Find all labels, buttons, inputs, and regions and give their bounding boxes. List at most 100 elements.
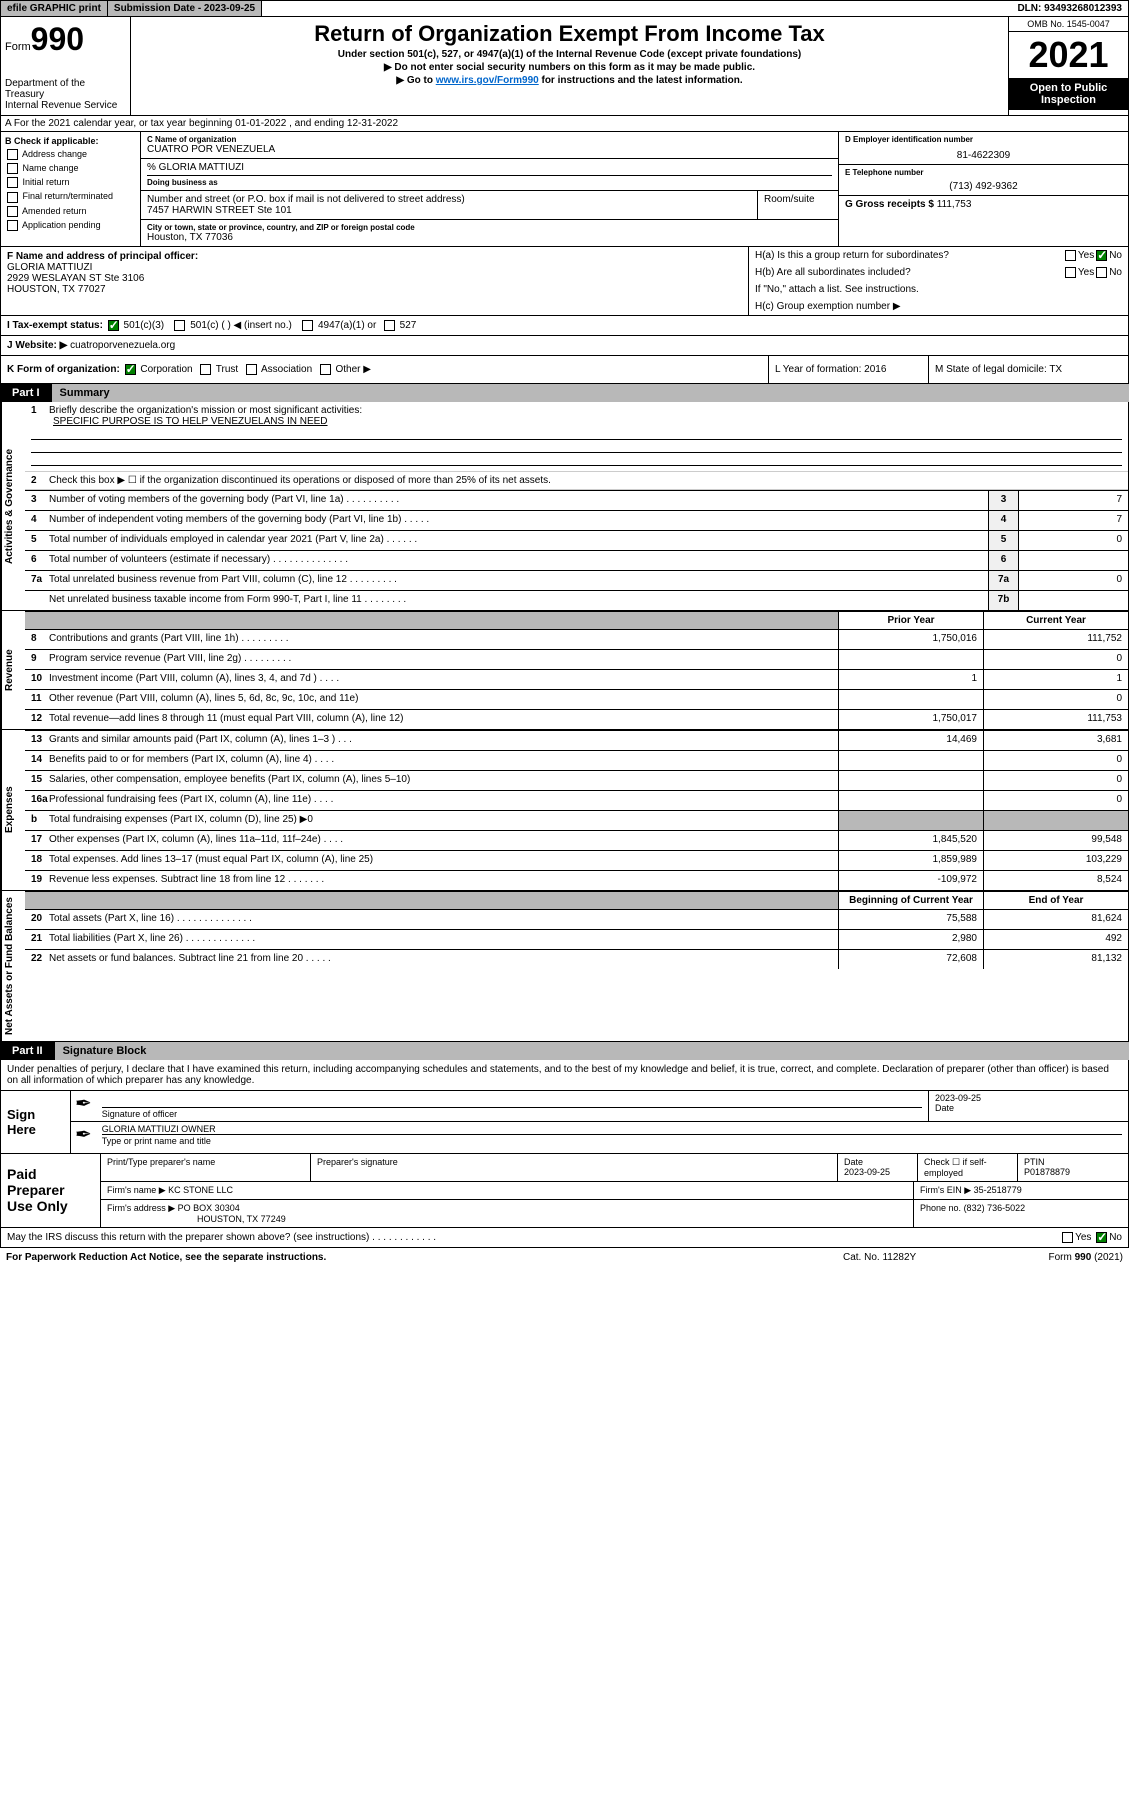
form-subtitle: Under section 501(c), 527, or 4947(a)(1)… xyxy=(139,49,1000,60)
ein-value: 81-4622309 xyxy=(845,150,1122,161)
revenue-label: Revenue xyxy=(1,611,25,729)
line-item: 17Other expenses (Part IX, column (A), l… xyxy=(25,830,1128,850)
col-b-checkboxes: B Check if applicable: Address change Na… xyxy=(1,132,141,246)
ha-no[interactable] xyxy=(1096,250,1107,261)
row-k: K Form of organization: Corporation Trus… xyxy=(0,356,1129,384)
line-item: bTotal fundraising expenses (Part IX, co… xyxy=(25,810,1128,830)
year-formation: L Year of formation: 2016 xyxy=(768,356,928,383)
footer: For Paperwork Reduction Act Notice, see … xyxy=(0,1248,1129,1267)
line-item: 11Other revenue (Part VIII, column (A), … xyxy=(25,689,1128,709)
line-item: 14Benefits paid to or for members (Part … xyxy=(25,750,1128,770)
ha-yes[interactable] xyxy=(1065,250,1076,261)
officer-addr2: HOUSTON, TX 77027 xyxy=(7,284,742,295)
line1-label: Briefly describe the organization's miss… xyxy=(49,405,362,416)
header-grid: B Check if applicable: Address change Na… xyxy=(0,132,1129,247)
addr-label: Number and street (or P.O. box if mail i… xyxy=(147,194,751,205)
form-footer: Form 990 (2021) xyxy=(983,1252,1123,1263)
officer-name-field: GLORIA MATTIUZI OWNER Type or print name… xyxy=(96,1122,1128,1148)
care-of: % GLORIA MATTIUZI xyxy=(147,162,832,173)
signature-field[interactable]: Signature of officer xyxy=(96,1091,928,1121)
declaration-text: Under penalties of perjury, I declare th… xyxy=(0,1060,1129,1091)
firm-address: Firm's address ▶ PO BOX 30304HOUSTON, TX… xyxy=(101,1200,914,1227)
line-item: 19Revenue less expenses. Subtract line 1… xyxy=(25,870,1128,890)
form-goto: ▶ Go to www.irs.gov/Form990 for instruct… xyxy=(139,75,1000,86)
governance-label: Activities & Governance xyxy=(1,402,25,610)
hb-yes[interactable] xyxy=(1065,267,1076,278)
pen-icon: ✒ xyxy=(71,1122,96,1148)
checkbox-row[interactable]: Final return/terminated xyxy=(5,191,136,202)
state-domicile: M State of legal domicile: TX xyxy=(928,356,1128,383)
row-f-h: F Name and address of principal officer:… xyxy=(0,247,1129,316)
dba-label: Doing business as xyxy=(147,175,832,187)
irs-link[interactable]: www.irs.gov/Form990 xyxy=(436,75,539,86)
checkbox-row[interactable]: Amended return xyxy=(5,206,136,217)
officer-name: GLORIA MATTIUZI xyxy=(7,262,742,273)
line-item: 22Net assets or fund balances. Subtract … xyxy=(25,949,1128,969)
netassets-label: Net Assets or Fund Balances xyxy=(1,891,25,1041)
street-address: 7457 HARWIN STREET Ste 101 xyxy=(147,205,751,216)
city-label: City or town, state or province, country… xyxy=(147,223,832,232)
line-item: 5Total number of individuals employed in… xyxy=(25,530,1128,550)
ha-label: H(a) Is this a group return for subordin… xyxy=(755,250,1063,261)
ptin: PTINP01878879 xyxy=(1018,1154,1128,1181)
officer-addr1: 2929 WESLAYAN ST Ste 3106 xyxy=(7,273,742,284)
line-item: 8Contributions and grants (Part VIII, li… xyxy=(25,629,1128,649)
501c3-checkbox[interactable] xyxy=(108,320,119,331)
hb-no[interactable] xyxy=(1096,267,1107,278)
preparer-sig-header: Preparer's signature xyxy=(311,1154,838,1181)
discuss-row: May the IRS discuss this return with the… xyxy=(0,1228,1129,1248)
dept-label: Department of the Treasury xyxy=(5,78,126,100)
col-c: C Name of organization CUATRO POR VENEZU… xyxy=(141,132,838,246)
gross-receipts-label: G Gross receipts $ xyxy=(845,199,934,210)
cat-number: Cat. No. 11282Y xyxy=(843,1252,983,1263)
part1-netassets: Net Assets or Fund Balances Beginning of… xyxy=(0,891,1129,1042)
submission-date: Submission Date - 2023-09-25 xyxy=(108,1,262,16)
tax-status-label: I Tax-exempt status: xyxy=(7,320,103,331)
line-item: 4Number of independent voting members of… xyxy=(25,510,1128,530)
firm-name: Firm's name ▶ KC STONE LLC xyxy=(101,1182,914,1199)
phone-label: E Telephone number xyxy=(845,168,1122,177)
line-item: 20Total assets (Part X, line 16) . . . .… xyxy=(25,909,1128,929)
org-name: CUATRO POR VENEZUELA xyxy=(147,144,832,155)
part2-header: Part II Signature Block xyxy=(0,1042,1129,1060)
line-item: 18Total expenses. Add lines 13–17 (must … xyxy=(25,850,1128,870)
dln: DLN: 93493268012393 xyxy=(1011,1,1128,16)
checkbox-row[interactable]: Initial return xyxy=(5,177,136,188)
top-bar: efile GRAPHIC print Submission Date - 20… xyxy=(0,0,1129,17)
firm-phone: Phone no. (832) 736-5022 xyxy=(914,1200,1128,1227)
service-label: Internal Revenue Service xyxy=(5,100,126,111)
line2: Check this box ▶ ☐ if the organization d… xyxy=(49,475,551,486)
website-label: J Website: ▶ xyxy=(7,340,67,351)
line-item: 3Number of voting members of the governi… xyxy=(25,490,1128,510)
part1-revenue: Revenue Prior YearCurrent Year 8Contribu… xyxy=(0,611,1129,730)
line-item: 10Investment income (Part VIII, column (… xyxy=(25,669,1128,689)
checkbox-row[interactable]: Name change xyxy=(5,163,136,174)
efile-button[interactable]: efile GRAPHIC print xyxy=(1,1,108,16)
line-item: 6Total number of volunteers (estimate if… xyxy=(25,550,1128,570)
phone-value: (713) 492-9362 xyxy=(845,181,1122,192)
form-title: Return of Organization Exempt From Incom… xyxy=(139,21,1000,47)
checkbox-row[interactable]: Address change xyxy=(5,149,136,160)
room-label: Room/suite xyxy=(764,194,832,205)
hb-label: H(b) Are all subordinates included? xyxy=(755,267,1063,278)
col-de: D Employer identification number 81-4622… xyxy=(838,132,1128,246)
line-item: 13Grants and similar amounts paid (Part … xyxy=(25,730,1128,750)
tax-year: 2021 xyxy=(1009,32,1128,78)
row-j: J Website: ▶ cuatroporvenezuela.org xyxy=(0,336,1129,356)
preparer-label: Paid Preparer Use Only xyxy=(1,1154,101,1227)
line-item: 9Program service revenue (Part VIII, lin… xyxy=(25,649,1128,669)
gross-receipts-value: 111,753 xyxy=(937,199,972,210)
city-state-zip: Houston, TX 77036 xyxy=(147,232,832,243)
firm-ein: Firm's EIN ▶ 35-2518779 xyxy=(914,1182,1128,1199)
sign-section: Sign Here ✒ Signature of officer 2023-09… xyxy=(0,1091,1129,1154)
org-name-label: C Name of organization xyxy=(147,135,832,144)
line-item: Net unrelated business taxable income fr… xyxy=(25,590,1128,610)
line-item: 16aProfessional fundraising fees (Part I… xyxy=(25,790,1128,810)
preparer-name-header: Print/Type preparer's name xyxy=(101,1154,311,1181)
row-i: I Tax-exempt status: 501(c)(3) 501(c) ( … xyxy=(0,316,1129,336)
expenses-label: Expenses xyxy=(1,730,25,890)
checkbox-row[interactable]: Application pending xyxy=(5,220,136,231)
form-header: Form990 Department of the Treasury Inter… xyxy=(0,17,1129,116)
sign-here-label: Sign Here xyxy=(1,1091,71,1153)
self-employed-check[interactable]: Check ☐ if self-employed xyxy=(918,1154,1018,1181)
